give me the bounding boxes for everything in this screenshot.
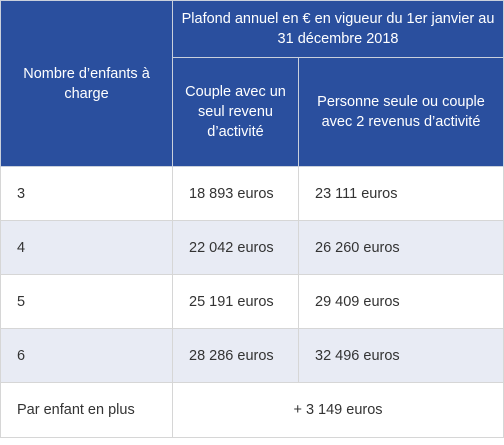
table-row: 5 25 191 euros 29 409 euros xyxy=(0,274,504,329)
header-plafond: Plafond annuel en € en vigueur du 1er ja… xyxy=(171,0,504,58)
header-single-or-two-incomes-label: Personne seule ou couple avec 2 revenus … xyxy=(317,94,485,130)
cell-couple-one-income: 28 286 euros xyxy=(172,328,299,383)
header-couple-one-income: Couple avec un seul revenu d’activité xyxy=(172,57,299,167)
cell-children: 5 xyxy=(0,274,173,329)
cell-single-or-two-incomes: 32 496 euros xyxy=(297,328,504,383)
header-children-label: Nombre d’enfants à charge xyxy=(23,65,150,102)
cell-children: 6 xyxy=(0,328,173,383)
cell-couple-one-income: 22 042 euros xyxy=(172,220,299,275)
table-body: 3 18 893 euros 23 111 euros 4 22 042 eur… xyxy=(0,166,504,438)
footer-value: + 3 149 euros xyxy=(171,382,504,438)
table-footer-row: Par enfant en plus + 3 149 euros xyxy=(0,382,504,438)
cell-single-or-two-incomes: 29 409 euros xyxy=(297,274,504,329)
table-row: 3 18 893 euros 23 111 euros xyxy=(0,166,504,221)
header-children: Nombre d’enfants à charge xyxy=(0,0,173,167)
table-row: 6 28 286 euros 32 496 euros xyxy=(0,328,504,383)
cell-couple-one-income: 18 893 euros xyxy=(172,166,299,221)
cell-couple-one-income: 25 191 euros xyxy=(172,274,299,329)
header-couple-one-income-label: Couple avec un seul revenu d’activité xyxy=(185,84,286,140)
cell-children: 3 xyxy=(0,166,173,221)
header-single-or-two-incomes: Personne seule ou couple avec 2 revenus … xyxy=(297,57,504,167)
header-plafond-label: Plafond annuel en € en vigueur du 1er ja… xyxy=(181,11,495,47)
cell-single-or-two-incomes: 23 111 euros xyxy=(297,166,504,221)
cell-single-or-two-incomes: 26 260 euros xyxy=(297,220,504,275)
table-header: Nombre d’enfants à charge Plafond annuel… xyxy=(0,0,504,167)
table-row: 4 22 042 euros 26 260 euros xyxy=(0,220,504,275)
footer-label: Par enfant en plus xyxy=(0,382,173,438)
cell-children: 4 xyxy=(0,220,173,275)
